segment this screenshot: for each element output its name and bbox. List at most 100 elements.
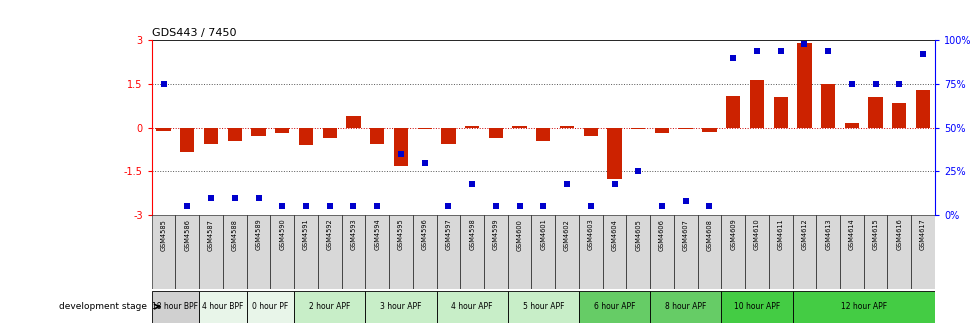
Bar: [223, 215, 246, 289]
Bar: [346, 116, 360, 128]
Bar: [887, 215, 911, 289]
Text: 0 hour PF: 0 hour PF: [252, 302, 289, 311]
Bar: [460, 215, 483, 289]
Point: [867, 81, 882, 87]
Bar: [228, 128, 242, 141]
Point: [535, 204, 551, 209]
Text: GSM4609: GSM4609: [730, 219, 735, 250]
Text: GSM4597: GSM4597: [445, 219, 451, 250]
Bar: [867, 97, 882, 128]
Bar: [654, 128, 668, 133]
Bar: [606, 128, 621, 179]
Bar: [203, 128, 218, 144]
Text: GSM4594: GSM4594: [374, 219, 379, 250]
Bar: [578, 215, 602, 289]
Text: GSM4610: GSM4610: [753, 219, 759, 250]
Point: [156, 81, 171, 87]
Text: 8 hour APF: 8 hour APF: [664, 302, 706, 311]
Bar: [370, 128, 384, 144]
Text: development stage: development stage: [59, 302, 147, 311]
Bar: [559, 126, 574, 128]
Bar: [721, 291, 792, 323]
Point: [440, 204, 456, 209]
Text: GSM4612: GSM4612: [801, 219, 807, 250]
Text: GSM4616: GSM4616: [896, 219, 902, 250]
Point: [417, 160, 432, 165]
Bar: [180, 128, 195, 153]
Text: GSM4602: GSM4602: [563, 219, 569, 251]
Bar: [511, 126, 526, 128]
Point: [914, 52, 930, 57]
Bar: [821, 84, 834, 128]
Point: [701, 204, 717, 209]
Point: [820, 48, 835, 53]
Point: [796, 41, 812, 46]
Text: GSM4601: GSM4601: [540, 219, 546, 250]
Text: GSM4589: GSM4589: [255, 219, 261, 250]
Bar: [508, 291, 578, 323]
Point: [179, 204, 195, 209]
Bar: [839, 215, 863, 289]
Point: [274, 204, 289, 209]
Bar: [773, 97, 787, 128]
Bar: [911, 215, 934, 289]
Bar: [436, 291, 508, 323]
Bar: [768, 215, 792, 289]
Bar: [673, 215, 697, 289]
Text: GSM4599: GSM4599: [492, 219, 499, 250]
Bar: [418, 128, 431, 129]
Bar: [393, 128, 408, 166]
Bar: [536, 128, 550, 141]
Point: [464, 181, 479, 186]
Bar: [649, 291, 721, 323]
Text: GSM4608: GSM4608: [706, 219, 712, 251]
Point: [227, 195, 243, 200]
Text: GSM4617: GSM4617: [919, 219, 925, 250]
Text: GSM4588: GSM4588: [232, 219, 238, 251]
Bar: [341, 215, 365, 289]
Bar: [483, 215, 508, 289]
Bar: [701, 128, 716, 132]
Point: [488, 204, 504, 209]
Bar: [915, 90, 929, 128]
Point: [298, 204, 314, 209]
Point: [369, 204, 384, 209]
Bar: [318, 215, 341, 289]
Bar: [298, 128, 313, 145]
Bar: [365, 291, 436, 323]
Bar: [602, 215, 626, 289]
Bar: [199, 215, 223, 289]
Point: [558, 181, 574, 186]
Bar: [441, 128, 455, 144]
Text: GSM4591: GSM4591: [303, 219, 309, 250]
Bar: [413, 215, 436, 289]
Text: 18 hour BPF: 18 hour BPF: [153, 302, 199, 311]
Point: [772, 48, 787, 53]
Text: GSM4600: GSM4600: [516, 219, 522, 251]
Bar: [388, 215, 413, 289]
Text: GSM4592: GSM4592: [327, 219, 333, 250]
Point: [250, 195, 266, 200]
Bar: [631, 128, 645, 129]
Bar: [323, 128, 336, 138]
Bar: [246, 291, 293, 323]
Bar: [152, 291, 199, 323]
Bar: [891, 103, 906, 128]
Bar: [531, 215, 555, 289]
Text: GSM4593: GSM4593: [350, 219, 356, 250]
Point: [653, 204, 669, 209]
Point: [748, 48, 764, 53]
Text: GSM4586: GSM4586: [184, 219, 190, 251]
Bar: [816, 215, 839, 289]
Bar: [649, 215, 673, 289]
Bar: [275, 128, 289, 133]
Text: GSM4611: GSM4611: [777, 219, 782, 250]
Bar: [199, 291, 246, 323]
Bar: [465, 126, 479, 128]
Bar: [270, 215, 293, 289]
Text: GSM4603: GSM4603: [587, 219, 594, 250]
Text: 4 hour APF: 4 hour APF: [451, 302, 492, 311]
Text: GSM4585: GSM4585: [160, 219, 166, 251]
Text: GSM4605: GSM4605: [635, 219, 641, 251]
Bar: [697, 215, 721, 289]
